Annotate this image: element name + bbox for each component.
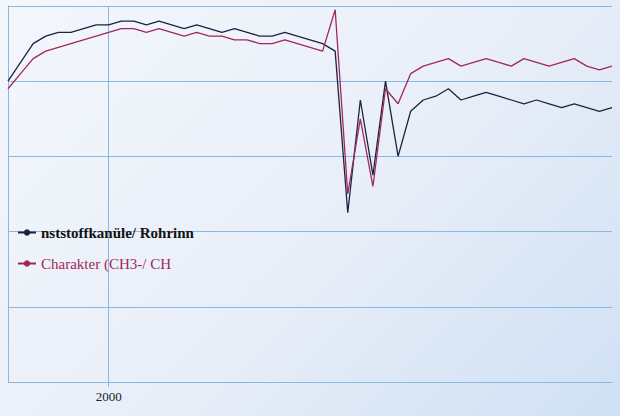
svg-text:Charakter (CH3-/ CH: Charakter (CH3-/ CH [41,256,171,273]
svg-text:2000: 2000 [96,389,122,404]
svg-text:nststoffkanüle/ Rohrinn: nststoffkanüle/ Rohrinn [41,225,195,241]
